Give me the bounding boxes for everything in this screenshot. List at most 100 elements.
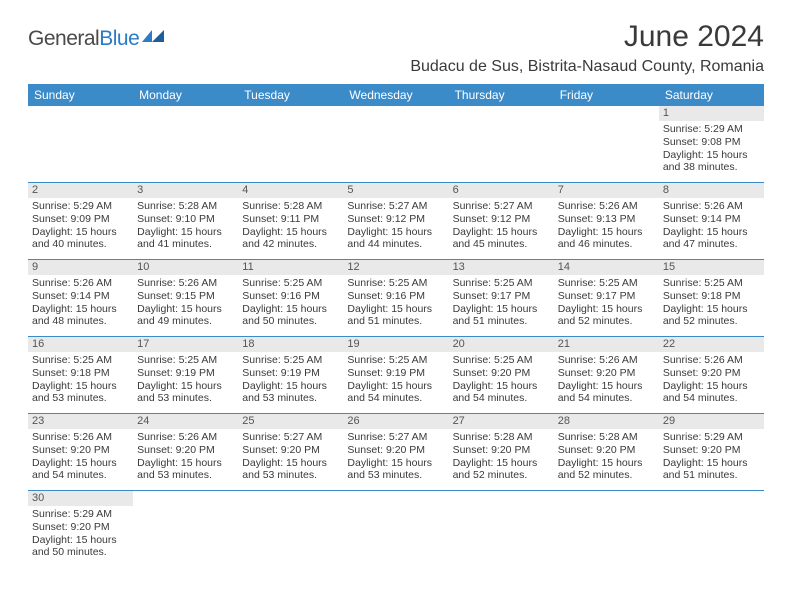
calendar-day-cell: 5Sunrise: 5:27 AMSunset: 9:12 PMDaylight… bbox=[343, 183, 448, 259]
day-number bbox=[133, 106, 238, 121]
calendar-day-cell: 6Sunrise: 5:27 AMSunset: 9:12 PMDaylight… bbox=[449, 183, 554, 259]
sunrise-text: Sunrise: 5:26 AM bbox=[558, 200, 655, 213]
calendar-day-cell bbox=[554, 106, 659, 182]
daylight-text: Daylight: 15 hours and 53 minutes. bbox=[137, 380, 234, 406]
day-number: 5 bbox=[343, 183, 448, 198]
daylight-text: Daylight: 15 hours and 53 minutes. bbox=[32, 380, 129, 406]
sunset-text: Sunset: 9:18 PM bbox=[32, 367, 129, 380]
day-number bbox=[554, 491, 659, 506]
day-body: Sunrise: 5:26 AMSunset: 9:20 PMDaylight:… bbox=[554, 352, 659, 409]
day-body: Sunrise: 5:26 AMSunset: 9:15 PMDaylight:… bbox=[133, 275, 238, 332]
logo: GeneralBlue bbox=[28, 26, 168, 51]
day-number: 9 bbox=[28, 260, 133, 275]
title-block: June 2024 Budacu de Sus, Bistrita-Nasaud… bbox=[410, 20, 764, 76]
day-number: 22 bbox=[659, 337, 764, 352]
day-number bbox=[449, 106, 554, 121]
sunset-text: Sunset: 9:20 PM bbox=[242, 444, 339, 457]
calendar-day-cell: 3Sunrise: 5:28 AMSunset: 9:10 PMDaylight… bbox=[133, 183, 238, 259]
weekday-header: Thursday bbox=[449, 84, 554, 106]
sunrise-text: Sunrise: 5:25 AM bbox=[347, 277, 444, 290]
calendar-week-row: 30Sunrise: 5:29 AMSunset: 9:20 PMDayligh… bbox=[28, 491, 764, 567]
daylight-text: Daylight: 15 hours and 53 minutes. bbox=[242, 380, 339, 406]
day-body: Sunrise: 5:25 AMSunset: 9:19 PMDaylight:… bbox=[343, 352, 448, 409]
calendar-day-cell: 22Sunrise: 5:26 AMSunset: 9:20 PMDayligh… bbox=[659, 337, 764, 413]
calendar-week-row: 1Sunrise: 5:29 AMSunset: 9:08 PMDaylight… bbox=[28, 106, 764, 183]
day-number: 26 bbox=[343, 414, 448, 429]
calendar-day-cell: 17Sunrise: 5:25 AMSunset: 9:19 PMDayligh… bbox=[133, 337, 238, 413]
sunrise-text: Sunrise: 5:25 AM bbox=[242, 277, 339, 290]
day-body: Sunrise: 5:26 AMSunset: 9:20 PMDaylight:… bbox=[659, 352, 764, 409]
day-body: Sunrise: 5:28 AMSunset: 9:11 PMDaylight:… bbox=[238, 198, 343, 255]
sunset-text: Sunset: 9:20 PM bbox=[32, 444, 129, 457]
calendar-week-row: 2Sunrise: 5:29 AMSunset: 9:09 PMDaylight… bbox=[28, 183, 764, 260]
calendar-day-cell: 29Sunrise: 5:29 AMSunset: 9:20 PMDayligh… bbox=[659, 414, 764, 490]
sunset-text: Sunset: 9:20 PM bbox=[453, 367, 550, 380]
calendar-day-cell: 24Sunrise: 5:26 AMSunset: 9:20 PMDayligh… bbox=[133, 414, 238, 490]
sunrise-text: Sunrise: 5:25 AM bbox=[32, 354, 129, 367]
day-number: 16 bbox=[28, 337, 133, 352]
sunset-text: Sunset: 9:15 PM bbox=[137, 290, 234, 303]
day-body: Sunrise: 5:26 AMSunset: 9:14 PMDaylight:… bbox=[28, 275, 133, 332]
calendar-day-cell bbox=[659, 491, 764, 567]
sunset-text: Sunset: 9:10 PM bbox=[137, 213, 234, 226]
sunrise-text: Sunrise: 5:25 AM bbox=[663, 277, 760, 290]
weekday-header: Tuesday bbox=[238, 84, 343, 106]
sunset-text: Sunset: 9:17 PM bbox=[453, 290, 550, 303]
calendar-day-cell bbox=[554, 491, 659, 567]
day-body: Sunrise: 5:29 AMSunset: 9:08 PMDaylight:… bbox=[659, 121, 764, 178]
day-body: Sunrise: 5:25 AMSunset: 9:17 PMDaylight:… bbox=[554, 275, 659, 332]
weekday-header: Sunday bbox=[28, 84, 133, 106]
sunset-text: Sunset: 9:09 PM bbox=[32, 213, 129, 226]
day-body: Sunrise: 5:29 AMSunset: 9:20 PMDaylight:… bbox=[28, 506, 133, 563]
calendar-day-cell: 23Sunrise: 5:26 AMSunset: 9:20 PMDayligh… bbox=[28, 414, 133, 490]
calendar-day-cell: 21Sunrise: 5:26 AMSunset: 9:20 PMDayligh… bbox=[554, 337, 659, 413]
daylight-text: Daylight: 15 hours and 46 minutes. bbox=[558, 226, 655, 252]
day-body: Sunrise: 5:27 AMSunset: 9:12 PMDaylight:… bbox=[449, 198, 554, 255]
month-title: June 2024 bbox=[410, 20, 764, 54]
day-number bbox=[238, 491, 343, 506]
calendar-day-cell bbox=[238, 106, 343, 182]
calendar-day-cell: 8Sunrise: 5:26 AMSunset: 9:14 PMDaylight… bbox=[659, 183, 764, 259]
sunrise-text: Sunrise: 5:27 AM bbox=[347, 431, 444, 444]
daylight-text: Daylight: 15 hours and 54 minutes. bbox=[32, 457, 129, 483]
calendar-day-cell: 18Sunrise: 5:25 AMSunset: 9:19 PMDayligh… bbox=[238, 337, 343, 413]
sunrise-text: Sunrise: 5:25 AM bbox=[137, 354, 234, 367]
calendar-day-cell: 20Sunrise: 5:25 AMSunset: 9:20 PMDayligh… bbox=[449, 337, 554, 413]
day-body: Sunrise: 5:26 AMSunset: 9:20 PMDaylight:… bbox=[133, 429, 238, 486]
day-body: Sunrise: 5:25 AMSunset: 9:18 PMDaylight:… bbox=[28, 352, 133, 409]
weekday-header: Monday bbox=[133, 84, 238, 106]
daylight-text: Daylight: 15 hours and 54 minutes. bbox=[663, 380, 760, 406]
day-body: Sunrise: 5:29 AMSunset: 9:09 PMDaylight:… bbox=[28, 198, 133, 255]
weekday-header-row: Sunday Monday Tuesday Wednesday Thursday… bbox=[28, 84, 764, 106]
day-body: Sunrise: 5:27 AMSunset: 9:20 PMDaylight:… bbox=[238, 429, 343, 486]
sunrise-text: Sunrise: 5:25 AM bbox=[558, 277, 655, 290]
sunset-text: Sunset: 9:12 PM bbox=[453, 213, 550, 226]
calendar-day-cell bbox=[343, 106, 448, 182]
day-number: 24 bbox=[133, 414, 238, 429]
sunrise-text: Sunrise: 5:28 AM bbox=[242, 200, 339, 213]
daylight-text: Daylight: 15 hours and 53 minutes. bbox=[347, 457, 444, 483]
sunrise-text: Sunrise: 5:28 AM bbox=[453, 431, 550, 444]
day-body: Sunrise: 5:27 AMSunset: 9:12 PMDaylight:… bbox=[343, 198, 448, 255]
sunrise-text: Sunrise: 5:26 AM bbox=[32, 431, 129, 444]
calendar-day-cell: 14Sunrise: 5:25 AMSunset: 9:17 PMDayligh… bbox=[554, 260, 659, 336]
sunset-text: Sunset: 9:14 PM bbox=[32, 290, 129, 303]
day-body: Sunrise: 5:25 AMSunset: 9:19 PMDaylight:… bbox=[133, 352, 238, 409]
logo-text-general: General bbox=[28, 27, 99, 50]
calendar-day-cell: 15Sunrise: 5:25 AMSunset: 9:18 PMDayligh… bbox=[659, 260, 764, 336]
daylight-text: Daylight: 15 hours and 48 minutes. bbox=[32, 303, 129, 329]
sunset-text: Sunset: 9:12 PM bbox=[347, 213, 444, 226]
daylight-text: Daylight: 15 hours and 52 minutes. bbox=[663, 303, 760, 329]
day-number bbox=[659, 491, 764, 506]
day-body: Sunrise: 5:25 AMSunset: 9:20 PMDaylight:… bbox=[449, 352, 554, 409]
daylight-text: Daylight: 15 hours and 50 minutes. bbox=[242, 303, 339, 329]
sunrise-text: Sunrise: 5:25 AM bbox=[453, 354, 550, 367]
calendar-day-cell: 4Sunrise: 5:28 AMSunset: 9:11 PMDaylight… bbox=[238, 183, 343, 259]
weeks-container: 1Sunrise: 5:29 AMSunset: 9:08 PMDaylight… bbox=[28, 106, 764, 567]
calendar-grid: Sunday Monday Tuesday Wednesday Thursday… bbox=[28, 84, 764, 567]
sunrise-text: Sunrise: 5:29 AM bbox=[32, 508, 129, 521]
sunset-text: Sunset: 9:20 PM bbox=[453, 444, 550, 457]
daylight-text: Daylight: 15 hours and 53 minutes. bbox=[242, 457, 339, 483]
day-number: 20 bbox=[449, 337, 554, 352]
day-body: Sunrise: 5:25 AMSunset: 9:16 PMDaylight:… bbox=[343, 275, 448, 332]
